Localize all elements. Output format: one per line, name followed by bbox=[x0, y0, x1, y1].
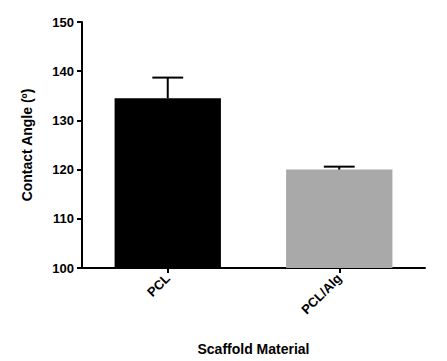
svg-text:Scaffold Material: Scaffold Material bbox=[197, 341, 309, 357]
svg-text:PCL: PCL bbox=[144, 271, 173, 300]
svg-text:110: 110 bbox=[53, 211, 74, 226]
svg-text:PCL/Alg: PCL/Alg bbox=[298, 271, 344, 317]
svg-text:150: 150 bbox=[52, 15, 74, 30]
svg-text:Contact Angle (º): Contact Angle (º) bbox=[19, 89, 35, 202]
svg-text:130: 130 bbox=[52, 113, 74, 128]
svg-text:100: 100 bbox=[52, 261, 74, 276]
svg-text:120: 120 bbox=[52, 162, 74, 177]
svg-text:140: 140 bbox=[52, 64, 74, 79]
